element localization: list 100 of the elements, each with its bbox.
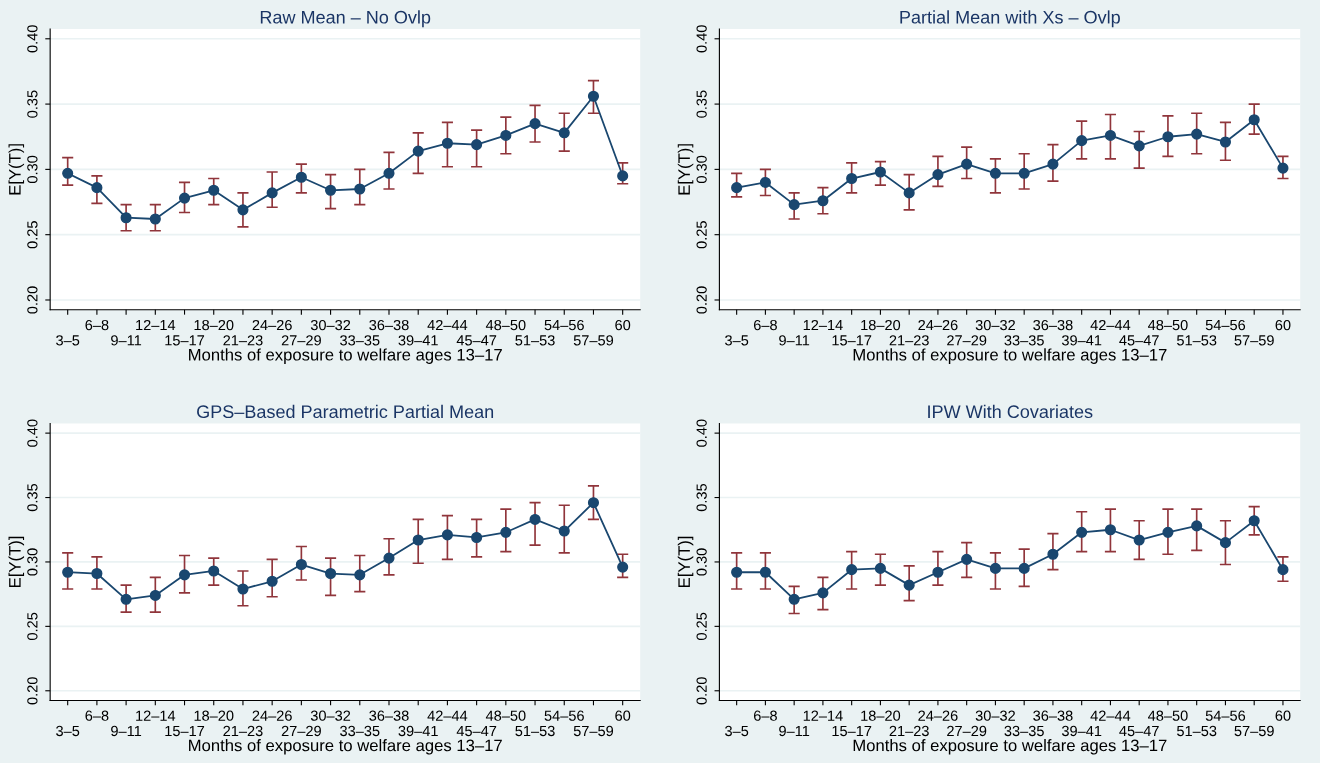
point bbox=[1018, 167, 1030, 179]
chart-title: Raw Mean – No Ovlp bbox=[260, 10, 431, 28]
x-tick-label: 6–8 bbox=[753, 319, 777, 331]
y-axis-title: E[Y(T)] bbox=[8, 144, 25, 195]
point bbox=[149, 213, 161, 225]
point bbox=[846, 564, 858, 576]
x-tick-label: 3–5 bbox=[725, 335, 749, 346]
point bbox=[731, 566, 743, 578]
x-tick-label: 21–23 bbox=[889, 335, 929, 346]
point bbox=[989, 562, 1001, 574]
point bbox=[500, 526, 512, 538]
point bbox=[1133, 534, 1145, 546]
x-tick-label: 9–11 bbox=[779, 335, 810, 346]
point bbox=[237, 583, 249, 595]
x-tick-label: 15–17 bbox=[832, 335, 872, 346]
x-tick-label: 33–35 bbox=[340, 725, 380, 737]
point bbox=[932, 566, 944, 578]
x-tick-label: 57–59 bbox=[1234, 725, 1274, 737]
y-tick-label: 0.40 bbox=[696, 419, 707, 447]
point bbox=[237, 204, 249, 216]
point bbox=[208, 565, 220, 577]
y-tick-label: 0.25 bbox=[696, 221, 707, 249]
point bbox=[788, 199, 800, 211]
chart-title: IPW With Covariates bbox=[928, 404, 1093, 419]
x-tick-label: 9–11 bbox=[779, 725, 810, 737]
x-tick-label: 36–38 bbox=[369, 710, 409, 721]
point bbox=[617, 561, 629, 573]
x-tick-label: 51–53 bbox=[515, 335, 555, 346]
x-tick-label: 15–17 bbox=[832, 725, 872, 737]
x-tick-label: 51–53 bbox=[1177, 725, 1217, 737]
x-tick-label: 18–20 bbox=[194, 710, 234, 721]
x-tick-label: 36–38 bbox=[1033, 710, 1073, 721]
x-tick-label: 6–8 bbox=[85, 319, 109, 331]
x-tick-label: 45–47 bbox=[1119, 725, 1159, 737]
y-tick-label: 0.35 bbox=[27, 483, 38, 512]
x-tick-label: 30–32 bbox=[310, 319, 351, 331]
x-tick-label: 33–35 bbox=[340, 335, 380, 346]
point bbox=[500, 129, 512, 141]
y-tick-label: 0.30 bbox=[27, 548, 38, 576]
x-tick-label: 30–32 bbox=[310, 710, 351, 721]
point bbox=[529, 513, 541, 525]
point bbox=[412, 145, 424, 157]
x-tick-label: 24–26 bbox=[252, 319, 292, 331]
point bbox=[325, 567, 337, 580]
point bbox=[1248, 515, 1260, 527]
point bbox=[1076, 526, 1088, 538]
x-tick-label: 39–41 bbox=[1061, 335, 1102, 346]
x-tick-label: 60 bbox=[615, 319, 631, 331]
point bbox=[412, 534, 424, 546]
x-tick-label: 12–14 bbox=[136, 319, 176, 331]
point bbox=[1076, 135, 1088, 147]
point bbox=[617, 170, 629, 182]
point bbox=[62, 566, 74, 578]
point bbox=[1191, 128, 1203, 140]
point bbox=[120, 212, 132, 224]
x-tick-label: 39–41 bbox=[1061, 725, 1102, 737]
y-tick-label: 0.20 bbox=[27, 677, 38, 705]
point bbox=[587, 90, 600, 102]
x-tick-label: 54–56 bbox=[544, 319, 584, 331]
point bbox=[874, 562, 886, 574]
y-tick-label: 0.20 bbox=[27, 286, 38, 314]
point bbox=[471, 531, 483, 544]
point bbox=[961, 158, 973, 170]
x-tick-label: 48–50 bbox=[1148, 319, 1188, 331]
point bbox=[383, 552, 395, 564]
point bbox=[1104, 129, 1116, 141]
point bbox=[91, 182, 103, 194]
x-tick-label: 51–53 bbox=[1177, 335, 1217, 346]
point bbox=[91, 567, 103, 580]
x-tick-label: 3–5 bbox=[56, 725, 80, 737]
point bbox=[295, 171, 307, 183]
point bbox=[266, 187, 278, 199]
x-axis-title: Months of exposure to welfare ages 13–17 bbox=[189, 348, 502, 364]
x-axis-title: Months of exposure to welfare ages 13–17 bbox=[853, 348, 1167, 364]
x-tick-label: 48–50 bbox=[485, 319, 526, 331]
x-tick-label: 54–56 bbox=[544, 710, 584, 721]
point bbox=[903, 187, 915, 199]
x-tick-label: 27–29 bbox=[947, 335, 987, 346]
point bbox=[788, 593, 800, 605]
point bbox=[1018, 562, 1030, 574]
x-axis-title: Months of exposure to welfare ages 13–17 bbox=[853, 739, 1167, 755]
point bbox=[295, 558, 307, 571]
x-tick-label: 51–53 bbox=[515, 725, 555, 737]
x-tick-label: 33–35 bbox=[1004, 725, 1044, 737]
point bbox=[149, 589, 161, 601]
point bbox=[1047, 548, 1059, 560]
point bbox=[1219, 136, 1231, 148]
point bbox=[441, 529, 453, 541]
x-axis-title: Months of exposure to welfare ages 13–17 bbox=[189, 739, 502, 755]
x-tick-label: 33–35 bbox=[1004, 335, 1044, 346]
x-tick-label: 27–29 bbox=[947, 725, 987, 737]
y-tick-label: 0.40 bbox=[27, 25, 38, 53]
point bbox=[383, 167, 395, 179]
y-tick-label: 0.30 bbox=[696, 548, 707, 576]
point bbox=[558, 127, 570, 139]
x-tick-label: 9–11 bbox=[111, 725, 142, 737]
x-tick-label: 18–20 bbox=[861, 319, 901, 331]
y-tick-label: 0.35 bbox=[696, 90, 707, 118]
y-tick-label: 0.20 bbox=[696, 677, 707, 705]
point bbox=[1162, 526, 1174, 538]
